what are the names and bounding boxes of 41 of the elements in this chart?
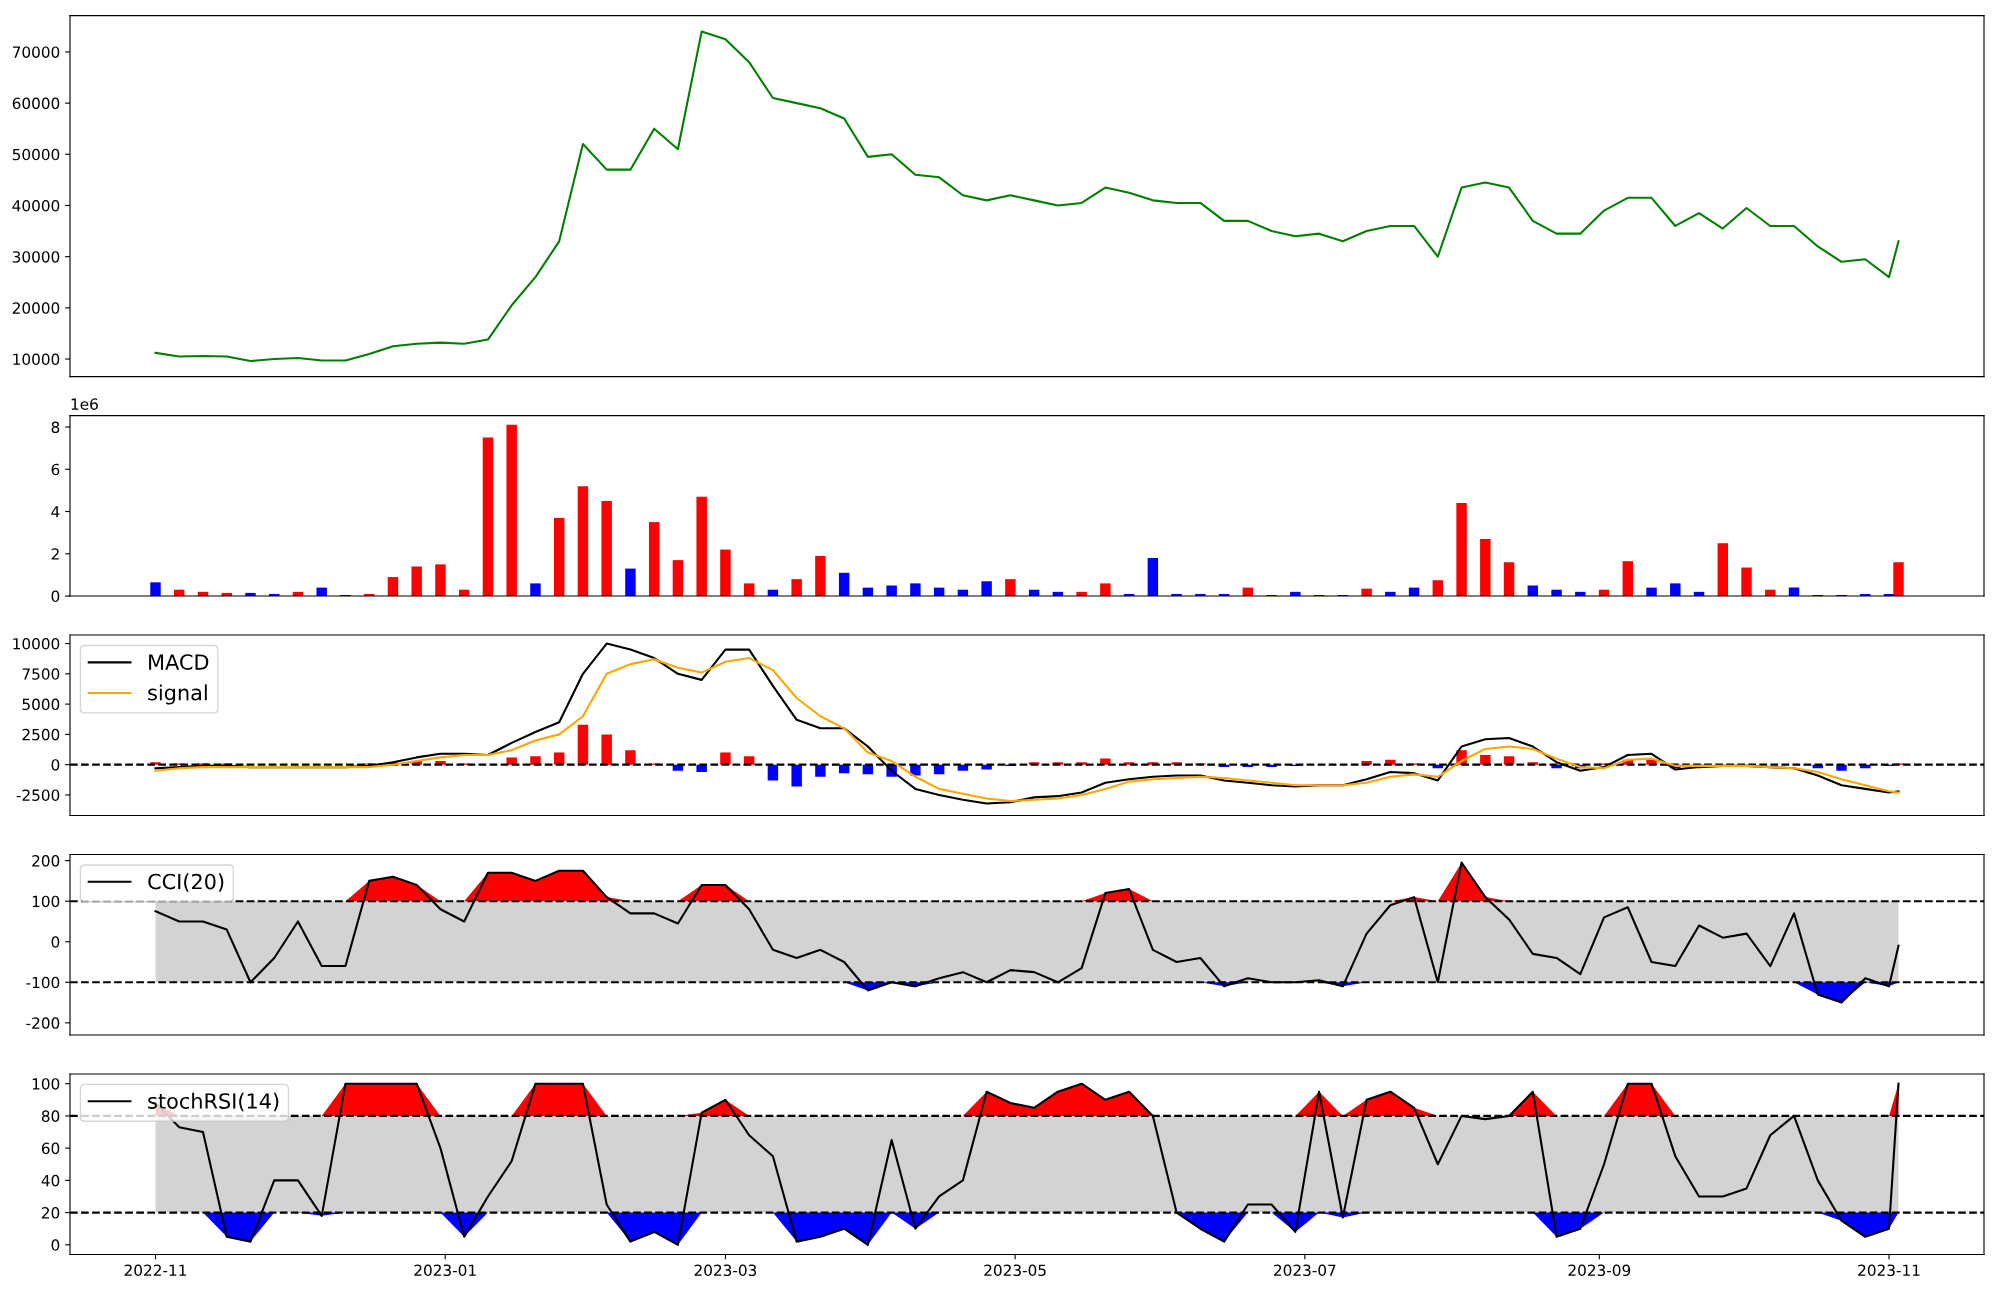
- y-tick-label: -200: [26, 1017, 60, 1029]
- legend-label: CCI(20): [148, 873, 224, 892]
- y-tick-label: 40000: [12, 199, 60, 212]
- y-tick-label: 60000: [12, 97, 60, 110]
- x-tick-label: 2023-03: [694, 1264, 757, 1277]
- y-tick-label: 70000: [12, 46, 60, 58]
- y-tick-label: 5000: [22, 698, 60, 711]
- y-tick-label: 2: [51, 548, 59, 560]
- x-tick-label: 2022-11: [124, 1264, 186, 1277]
- y-tick-label: 0: [51, 936, 60, 948]
- y-tick-label: 0: [51, 759, 60, 771]
- legend-label: MACD: [149, 654, 209, 670]
- y-tick-label: 10000: [13, 637, 60, 650]
- x-tick-label: 2023-09: [1568, 1264, 1631, 1277]
- y-tick-label: 200: [32, 855, 60, 867]
- y-tick-label: 8: [51, 421, 60, 434]
- y-tick-label: 50000: [12, 148, 60, 161]
- y-tick-label: 10000: [13, 353, 60, 366]
- legend-label: signal: [148, 684, 207, 705]
- x-tick-label: 2023-01: [414, 1264, 476, 1277]
- y-tick-label: 7500: [22, 668, 60, 680]
- y-tick-label: 0: [51, 1239, 60, 1251]
- x-tick-label: 2023-11: [1858, 1264, 1920, 1277]
- y-tick-label: 40: [41, 1174, 60, 1187]
- y-tick-label: -2500: [16, 789, 60, 801]
- y-tick-label: -100: [26, 976, 60, 989]
- y-tick-label: 20000: [12, 302, 60, 314]
- y-tick-label: 0: [51, 590, 60, 603]
- x-tick-label: 2023-05: [984, 1264, 1046, 1277]
- y-tick-label: 6: [51, 463, 60, 476]
- y-tick-label: 100: [32, 1078, 60, 1090]
- y-tick-label: 20: [41, 1207, 60, 1219]
- text: 1e6: [71, 398, 98, 410]
- y-tick-label: 60: [41, 1142, 60, 1155]
- y-tick-label: 2500: [22, 728, 60, 741]
- legend-label: stochRSI(14): [148, 1092, 279, 1112]
- y-tick-label: 30000: [12, 251, 60, 263]
- x-tick-label: 2023-07: [1274, 1264, 1336, 1277]
- y-tick-label: 4: [51, 506, 60, 518]
- y-tick-label: 100: [32, 895, 60, 908]
- y-tick-label: 80: [41, 1110, 60, 1122]
